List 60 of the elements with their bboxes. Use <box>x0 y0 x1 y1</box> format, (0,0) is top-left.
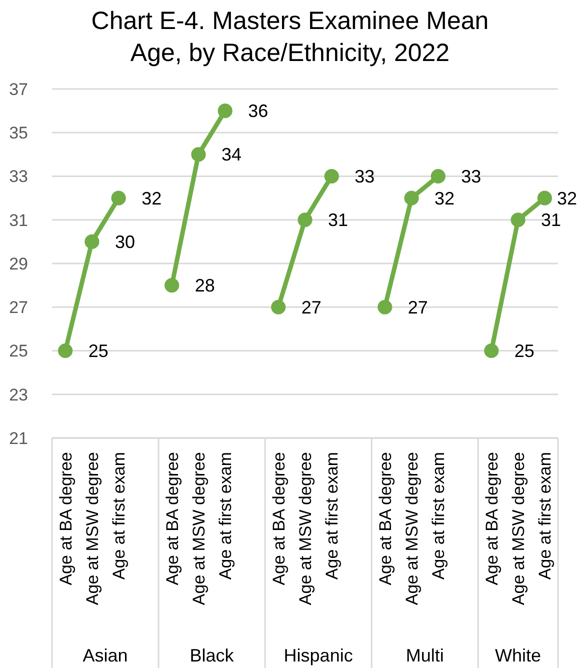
point <box>271 300 286 314</box>
x-tick-label: Age at BA degree <box>482 452 502 586</box>
text: Asian <box>82 645 128 666</box>
data-label: 32 <box>142 188 162 208</box>
point <box>58 343 73 358</box>
data-label: 25 <box>88 341 108 362</box>
data-label: 32 <box>556 188 578 208</box>
y-tick-label: 37 <box>9 80 28 99</box>
x-tick-label: Age at BA degree <box>269 452 288 586</box>
x-tick-label: Age at BA degree <box>376 452 395 586</box>
x-tick-label: Age at BA degree <box>56 452 76 586</box>
point <box>484 343 499 358</box>
text: Multi <box>406 645 444 666</box>
point <box>510 212 526 228</box>
data-label: 31 <box>328 210 348 230</box>
data-label: 30 <box>114 232 135 252</box>
text: Black <box>190 645 235 666</box>
x-tick-label: Age at first exam <box>322 452 342 580</box>
data-label: 27 <box>408 297 428 318</box>
data-label: 33 <box>354 166 375 187</box>
y-tick-label: 33 <box>9 167 28 186</box>
point <box>191 147 206 162</box>
point <box>84 234 100 249</box>
data-label: 32 <box>434 188 455 208</box>
x-tick-label: Age at BA degree <box>162 452 182 586</box>
data-label: 27 <box>301 297 322 318</box>
y-tick-label: 27 <box>9 298 28 318</box>
x-tick-label: Age at first exam <box>429 452 448 580</box>
point <box>218 104 232 118</box>
text: White <box>495 645 542 666</box>
data-label: 33 <box>461 166 482 187</box>
text: Hispanic <box>284 645 353 666</box>
x-tick-label: Age at first exam <box>110 452 129 580</box>
point <box>378 300 392 314</box>
y-tick-label: 21 <box>9 428 28 448</box>
x-tick-label: Age at first exam <box>536 452 555 580</box>
point <box>164 278 180 293</box>
data-label: 36 <box>248 101 268 122</box>
x-tick-label: Age at MSW degree <box>296 452 315 606</box>
data-label: 28 <box>194 276 215 296</box>
y-tick-label: 35 <box>9 124 28 143</box>
chart-title: Chart E-4. Masters Examinee Mean Age, by Race/Ethnicity, 2022 <box>91 7 489 67</box>
data-label: 34 <box>221 144 242 165</box>
point <box>111 190 126 206</box>
x-tick-label: Age at MSW degree <box>82 452 102 606</box>
data-label: 25 <box>514 341 534 362</box>
y-tick-label: 25 <box>9 342 28 361</box>
y-tick-label: 29 <box>9 254 28 274</box>
x-tick-label: Age at MSW degree <box>402 452 422 606</box>
point <box>298 212 312 228</box>
point <box>324 168 339 184</box>
x-tick-label: Age at first exam <box>216 452 236 580</box>
point <box>537 190 552 206</box>
y-tick-label: 23 <box>9 385 28 404</box>
x-tick-label: Age at MSW degree <box>509 452 528 606</box>
point <box>430 168 446 184</box>
point <box>404 190 419 206</box>
data-label: 31 <box>541 210 562 230</box>
y-tick-label: 31 <box>9 210 28 230</box>
x-tick-label: Age at MSW degree <box>189 452 208 606</box>
